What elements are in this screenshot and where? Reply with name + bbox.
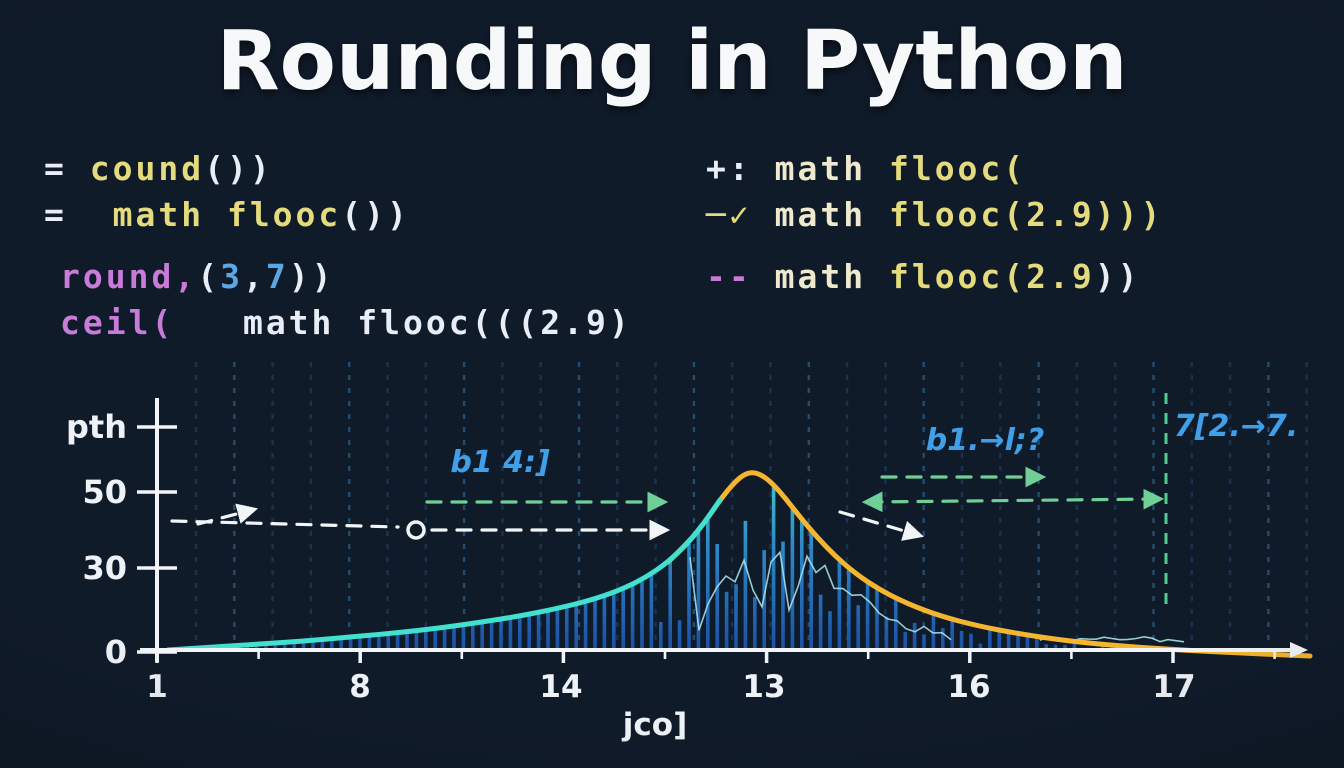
code-segment: ceil( [60,303,175,342]
code-segment: )) [288,257,335,296]
x-tick-label: 13 [742,669,785,705]
code-segment: flooc(2.9))) [888,195,1164,234]
code-segment: round, [60,257,198,296]
chart-annotation: 7[2.→7. [1174,409,1298,444]
x-tick-label: 14 [539,669,582,705]
y-tick-label: pth [66,408,127,446]
code-segment: 3 [220,257,243,296]
chart-annotation: b1.→l;? [926,423,1045,458]
page-title: Rounding in Python [216,14,1128,109]
code-segment: 7 [265,257,289,296]
code-segment: = [44,195,113,234]
code-line: = cound()) [44,146,632,192]
chart-annotation: b1 4:] [450,445,550,480]
code-segment: ()) [204,149,273,188]
x-axis-title: jco] [621,707,687,743]
code-segment: math flooc [112,195,342,234]
x-tick-label: 16 [947,669,990,705]
code-segment: math [774,257,889,296]
code-segment: cound [89,149,205,188]
code-segment: ( [197,257,221,296]
code-block-left: = cound()) = math flooc()) round,(3,7)) cei… [44,146,632,346]
code-line: ceil( math flooc(((2.9) [60,300,632,346]
code-segment: math flooc(((2.9) [174,303,632,342]
code-line: round,(3,7)) [60,254,632,300]
y-tick-label: 50 [82,473,127,511]
code-segment: )) [1094,257,1141,296]
code-segment: math [774,195,889,234]
x-tick-label: 17 [1152,669,1195,705]
code-segment: = [44,149,90,188]
code-line: ─✓ math flooc(2.9))) [706,192,1163,238]
x-tick-label: 8 [349,669,371,705]
code-segment: flooc(2.9 [888,257,1095,296]
code-segment: +: [706,149,775,188]
code-segment: flooc( [888,149,1027,188]
code-segment: math [774,149,889,188]
code-block-right: +: math flooc(─✓ math flooc(2.9))) -- mat… [706,146,1163,300]
code-segment: -- [706,257,775,296]
white-dashed-arrow [838,510,924,541]
code-line: = math flooc()) [44,192,632,238]
x-tick-label: 1 [146,669,168,705]
code-segment: , [242,257,266,296]
code-line: -- math flooc(2.9)) [706,254,1163,300]
y-tick-label: 30 [82,549,127,587]
code-segment: ─✓ [706,195,775,234]
y-tick-label: 0 [105,633,127,671]
green-dashed-arrow [861,488,1165,513]
circle-marker [406,520,426,540]
white-dashed-arrow [196,503,259,526]
code-line: +: math flooc( [706,146,1163,192]
code-segment: ()) [341,195,410,234]
